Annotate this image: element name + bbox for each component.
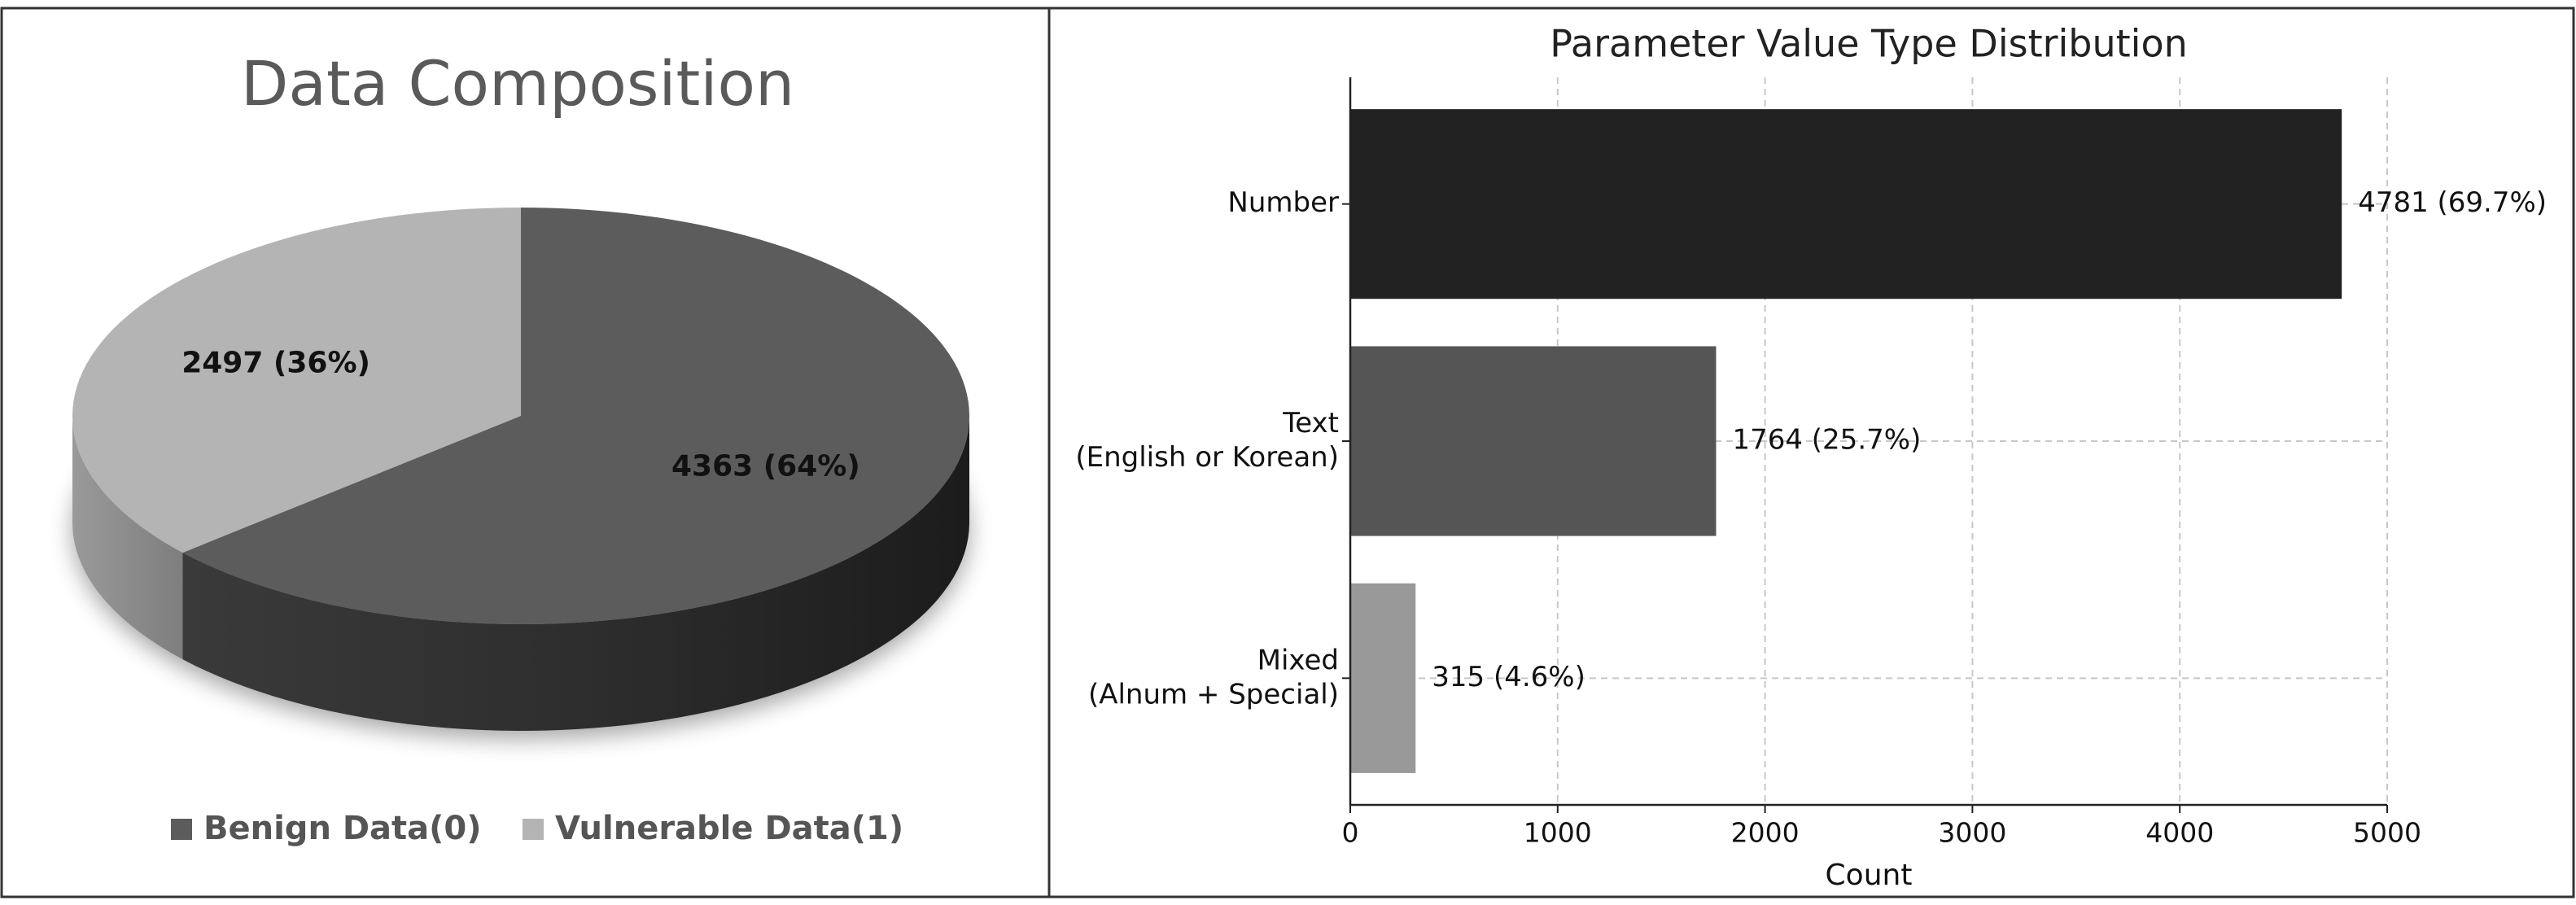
x-tick-label: 0 <box>1342 817 1359 849</box>
bar-chart: 0 1000 2000 3000 4000 5000 4781 (69.7%) Number 1… <box>1075 77 2547 849</box>
pie-side <box>72 416 183 660</box>
x-tick-label: 3000 <box>1938 817 2006 849</box>
bar-title: Parameter Value Type Distribution <box>1550 22 2188 66</box>
bar <box>1350 346 1717 536</box>
frame <box>0 7 2575 898</box>
x-tick-label: 5000 <box>2353 817 2421 849</box>
pie-slice <box>72 208 522 553</box>
x-axis-label: Count <box>1826 859 1913 892</box>
bar-value-label: 315 (4.6%) <box>1432 661 1585 693</box>
bar <box>1350 583 1416 773</box>
x-tick-label: 1000 <box>1524 817 1592 849</box>
pie-title: Data Composition <box>241 47 794 120</box>
bar-value-label: 1764 (25.7%) <box>1732 424 1921 457</box>
bar <box>1350 109 2342 299</box>
bar-value-label: 4781 (69.7%) <box>2358 186 2547 219</box>
y-tick-label: Number <box>1227 186 1339 219</box>
pie-side <box>182 416 970 731</box>
y-tick-label: Mixed (Alnum + Special) <box>1088 644 1339 710</box>
legend-swatch <box>523 819 544 840</box>
pie-chart: 4363 (64%) 2497 (36%) Benign Data(0) Vulner… <box>72 208 970 847</box>
pie-slice <box>182 208 970 625</box>
x-tick-label: 2000 <box>1731 817 1800 849</box>
slice-label: 4363 (64%) <box>671 450 860 483</box>
y-tick-label: Text (English or Korean) <box>1075 407 1339 474</box>
legend-label: Benign Data(0) <box>203 810 482 847</box>
slice-label: 2497 (36%) <box>182 346 370 379</box>
legend-label: Vulnerable Data(1) <box>555 810 903 847</box>
legend-swatch <box>171 819 192 840</box>
x-tick-label: 4000 <box>2145 817 2214 849</box>
